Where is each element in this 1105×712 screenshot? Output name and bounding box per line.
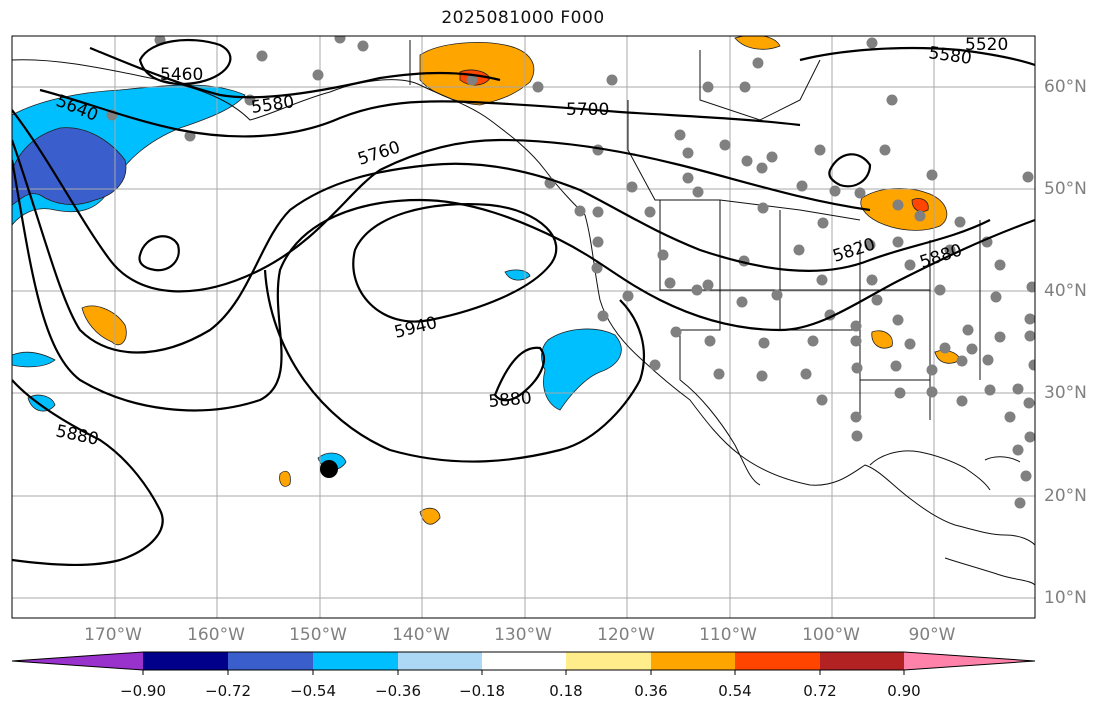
colorbar-tick-label: 0.36 bbox=[634, 682, 668, 700]
contour-label: 5700 bbox=[566, 100, 609, 120]
lat-label: 40°N bbox=[1044, 281, 1087, 301]
lon-label: 140°W bbox=[392, 625, 450, 645]
colorbar-tick-label: 0.72 bbox=[803, 682, 837, 700]
map-panel bbox=[12, 36, 1035, 618]
colorbar-extend-low bbox=[12, 652, 143, 670]
contour-label: 5460 bbox=[160, 65, 203, 85]
lon-label: 150°W bbox=[289, 625, 347, 645]
colorbar-extend-high bbox=[904, 652, 1035, 670]
lat-label: 50°N bbox=[1044, 179, 1087, 199]
negative-anomaly-offshore-ca bbox=[541, 328, 622, 411]
positive-anomaly-small-4 bbox=[871, 330, 893, 349]
lon-label: 120°W bbox=[597, 625, 655, 645]
lat-label: 60°N bbox=[1044, 77, 1087, 97]
lon-label: 90°W bbox=[908, 625, 956, 645]
lon-label: 170°W bbox=[84, 625, 142, 645]
lon-label: 160°W bbox=[187, 625, 245, 645]
colorbar-tick-label: −0.54 bbox=[290, 682, 336, 700]
lat-label: 10°N bbox=[1044, 588, 1087, 608]
positive-anomaly-small-2 bbox=[279, 470, 291, 487]
colorbar-tick-label: −0.90 bbox=[120, 682, 166, 700]
colorbar-tick-label: 0.18 bbox=[549, 682, 583, 700]
strong-positive-ontario bbox=[911, 198, 929, 212]
map-border bbox=[11, 35, 1036, 619]
colorbar-tick-label: −0.72 bbox=[205, 682, 251, 700]
colorbar bbox=[11, 651, 1036, 675]
colorbar-tick-label: 0.54 bbox=[718, 682, 752, 700]
strong-negative-alaska bbox=[12, 127, 127, 206]
negative-anomaly-small-3 bbox=[12, 351, 56, 368]
colorbar-tick-label: 0.90 bbox=[887, 682, 921, 700]
highlight-marker bbox=[320, 460, 338, 478]
lon-label: 100°W bbox=[802, 625, 860, 645]
lat-label: 30°N bbox=[1044, 383, 1087, 403]
map-title: 2025081000 F000 bbox=[441, 8, 605, 28]
lon-label: 130°W bbox=[494, 625, 552, 645]
positive-anomaly-top bbox=[734, 36, 781, 50]
contour-label: 5520 bbox=[965, 35, 1008, 55]
negative-anomaly-small-1 bbox=[504, 269, 531, 281]
lon-label: 110°W bbox=[699, 625, 757, 645]
colorbar-tick-label: −0.18 bbox=[459, 682, 505, 700]
station-markers bbox=[106, 36, 1035, 509]
negative-anomaly-small-2 bbox=[27, 394, 56, 412]
lat-label: 20°N bbox=[1044, 486, 1087, 506]
contour-label: 5880 bbox=[488, 388, 533, 412]
anomaly-shading bbox=[12, 36, 961, 525]
colorbar-tick-label: −0.36 bbox=[375, 682, 421, 700]
height-contours bbox=[12, 38, 1035, 567]
positive-anomaly-small-1 bbox=[419, 507, 441, 525]
